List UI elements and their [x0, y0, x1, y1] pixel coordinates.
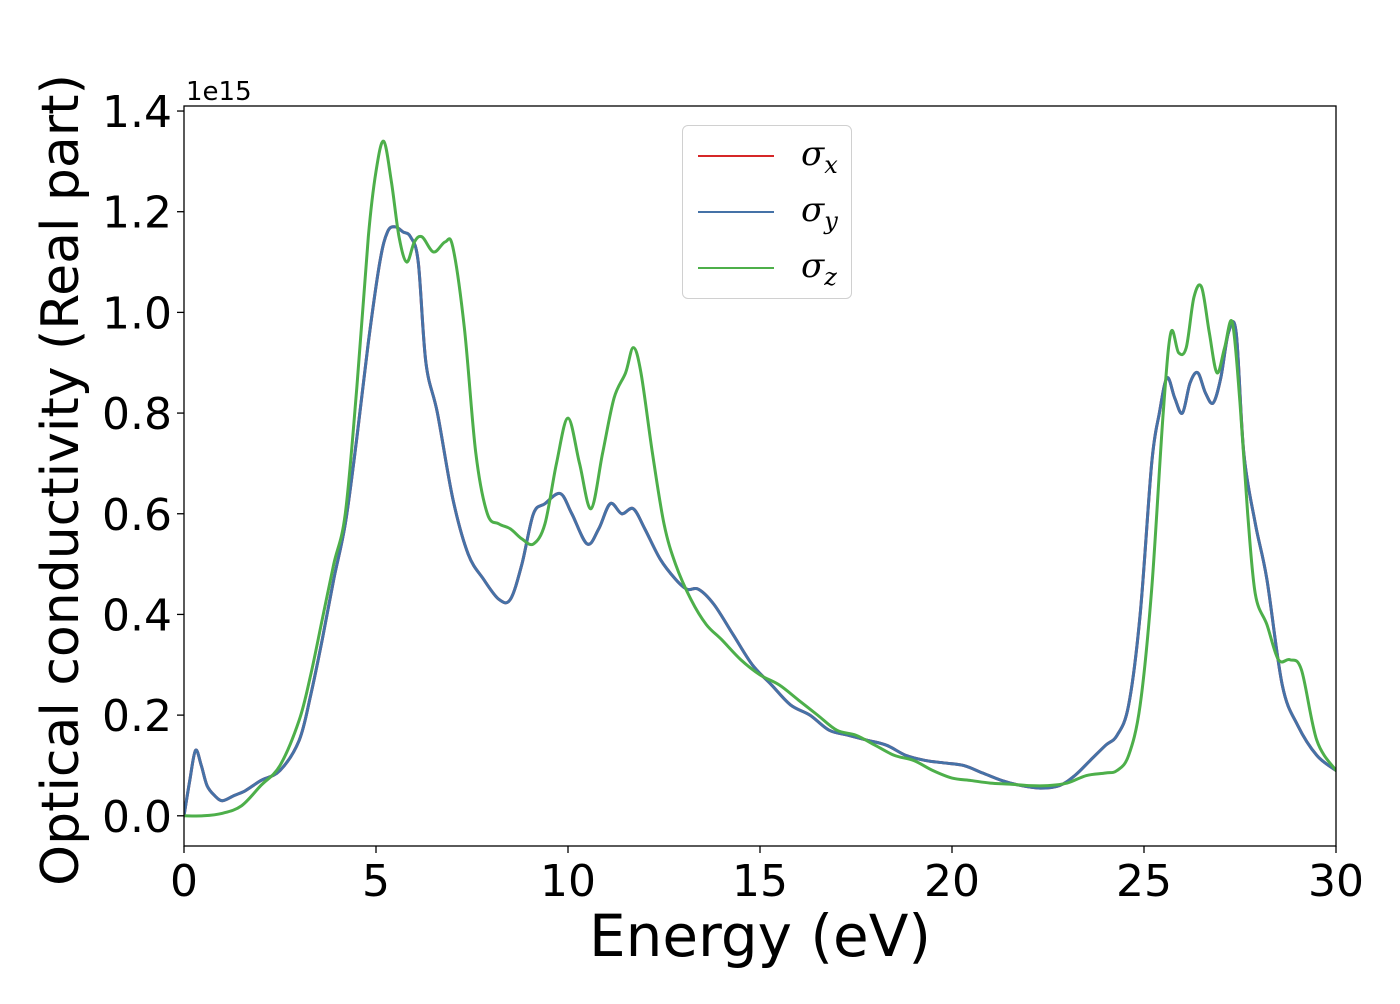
x-tick-label: 10: [540, 856, 596, 907]
axes-layer: 0 5 10 15 20 25 30 0.0 0.2 0.4 0.6 0.8 1.0 1.2 1.4: [102, 87, 1364, 907]
legend-line-sigma-z: [698, 267, 774, 269]
y-tick-label: 0.6: [102, 490, 172, 541]
legend-label-sigma-y: σy: [801, 190, 838, 235]
x-tick-label: 20: [924, 856, 980, 907]
legend-line-sigma-y: [698, 211, 774, 213]
y-tick-label: 0.4: [102, 590, 172, 641]
legend-item-sigma-x: σx: [683, 128, 853, 184]
y-tick-label: 0.8: [102, 389, 172, 440]
y-axis-label: Optical conductivity (Real part): [31, 74, 91, 886]
series-line-sigma-x: [184, 225, 1336, 818]
series-line-sigma-z: [184, 139, 1336, 818]
x-tick-label: 5: [362, 856, 390, 907]
y-tick-label: 1.0: [102, 288, 172, 339]
x-tick-label: 15: [732, 856, 788, 907]
y-tick-label: 0.2: [102, 691, 172, 742]
legend-line-sigma-x: [698, 155, 774, 157]
legend-label-sigma-z: σz: [801, 246, 837, 291]
y-offset-text: 1e15: [186, 77, 252, 107]
x-tick-label: 0: [170, 856, 198, 907]
x-tick-label: 25: [1116, 856, 1172, 907]
y-tick-label: 0.0: [102, 792, 172, 843]
series-line-sigma-y: [184, 225, 1336, 818]
y-tick-label: 1.2: [102, 188, 172, 239]
legend-label-sigma-x: σx: [801, 134, 838, 179]
x-axis-label: Energy (eV): [589, 902, 931, 970]
legend: σx σy σz: [682, 125, 852, 299]
legend-item-sigma-z: σz: [683, 240, 853, 296]
legend-item-sigma-y: σy: [683, 184, 853, 240]
y-tick-label: 1.4: [102, 87, 172, 138]
x-tick-label: 30: [1308, 856, 1364, 907]
series-layer: [184, 139, 1336, 818]
